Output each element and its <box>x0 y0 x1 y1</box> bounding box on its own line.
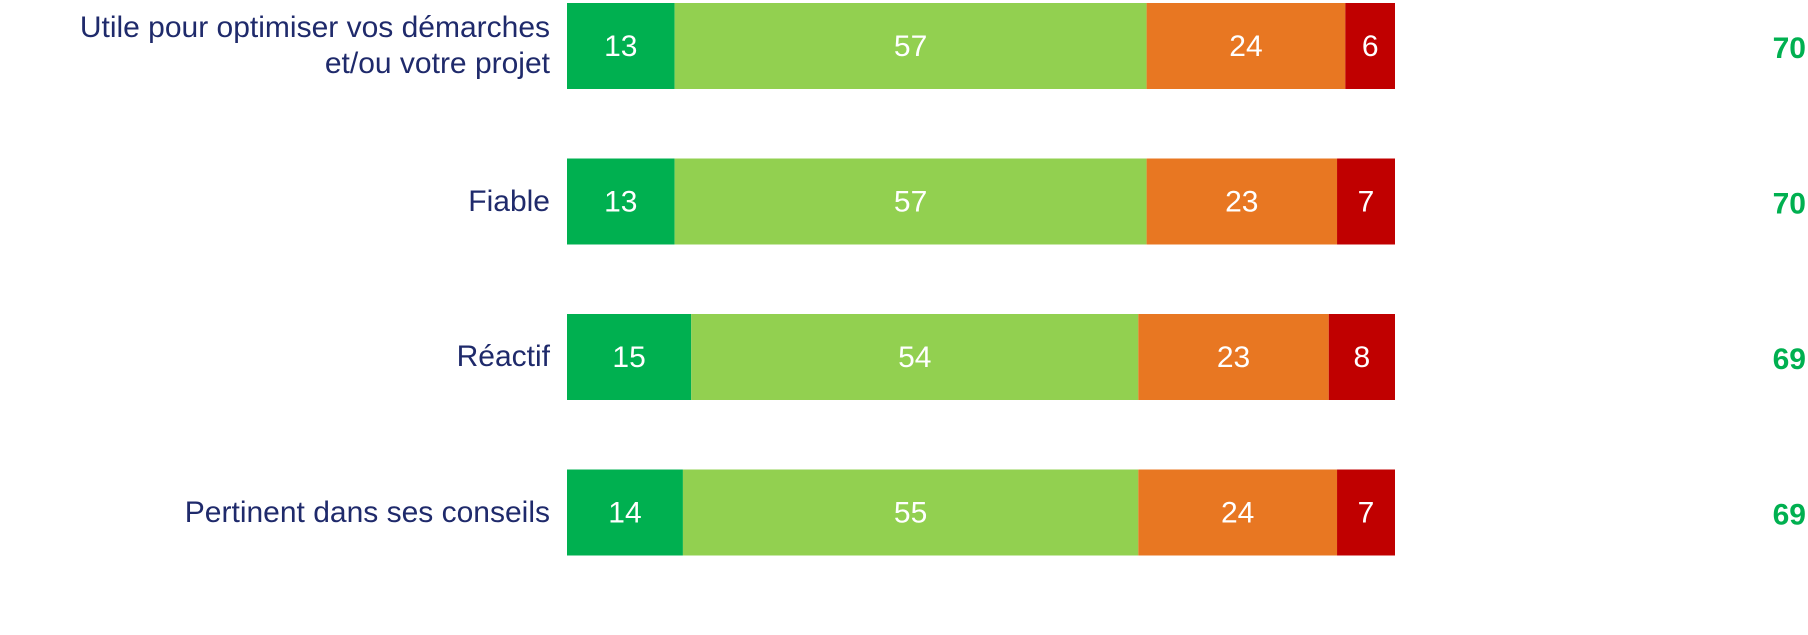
category-label: Réactif <box>456 340 550 373</box>
value-label: 24 <box>1221 496 1254 529</box>
total-label: 69 <box>1773 343 1806 376</box>
bar-segment <box>1146 158 1338 245</box>
value-label: 57 <box>894 30 927 63</box>
value-label: 23 <box>1217 341 1250 374</box>
value-label: 13 <box>604 30 637 63</box>
value-label: 15 <box>612 341 645 374</box>
value-label: 7 <box>1358 496 1375 529</box>
bar-segment <box>682 469 1139 556</box>
bar-segment <box>1337 469 1395 556</box>
category-label: Fiable <box>468 184 550 218</box>
bar-segment <box>674 3 1147 89</box>
bar-segment <box>1146 3 1346 89</box>
value-label: 55 <box>894 496 927 529</box>
category-label: Utile pour optimiser vos démarches et/ou… <box>79 11 550 80</box>
total-label: 69 <box>1773 498 1806 531</box>
bar-segment <box>1138 314 1329 400</box>
bar-segment <box>567 3 675 89</box>
category-label: Pertinent dans ses conseils <box>184 495 550 529</box>
bar-segment <box>1328 314 1395 400</box>
value-label: 57 <box>894 185 927 218</box>
value-label: 7 <box>1358 185 1375 218</box>
bar-segment <box>567 469 683 556</box>
total-label: 70 <box>1773 187 1806 220</box>
value-label: 54 <box>898 341 931 374</box>
value-label: 6 <box>1362 30 1379 63</box>
bar-segment <box>1337 158 1395 245</box>
bar-segment <box>567 158 675 245</box>
value-label: 14 <box>608 496 641 529</box>
bar-segment <box>1138 469 1338 556</box>
total-label: 70 <box>1773 32 1806 65</box>
value-label: 24 <box>1229 30 1262 63</box>
bar-segment <box>1345 3 1395 89</box>
value-label: 8 <box>1354 341 1371 374</box>
bar-segment <box>691 314 1139 400</box>
value-label: 13 <box>604 185 637 218</box>
value-label: 23 <box>1225 185 1258 218</box>
bar-segment <box>674 158 1147 245</box>
bar-segment <box>567 314 692 400</box>
